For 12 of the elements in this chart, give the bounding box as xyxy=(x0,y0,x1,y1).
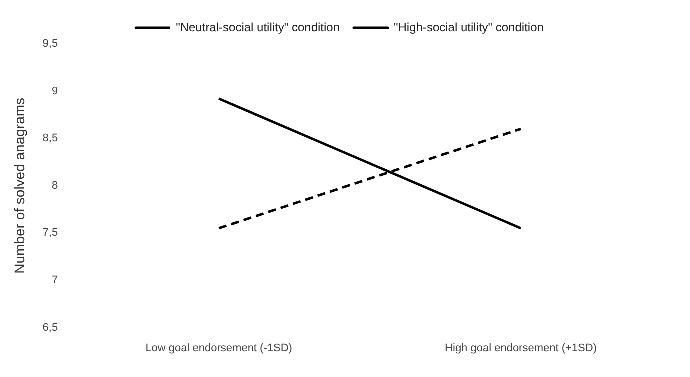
legend-label: "Neutral-social utility" condition xyxy=(176,20,340,34)
y-tick-label: 8 xyxy=(52,180,58,192)
x-tick-label: Low goal endorsement (-1SD) xyxy=(146,342,292,354)
legend-label: "High-social utility" condition xyxy=(394,20,544,34)
y-axis-title: Number of solved anagrams xyxy=(11,98,28,274)
y-tick-label: 7 xyxy=(52,274,58,287)
y-tick-label: 9,5 xyxy=(42,38,58,50)
x-tick-label: High goal endorsement (+1SD) xyxy=(445,342,597,354)
y-tick-label: 8,5 xyxy=(42,132,58,145)
y-tick-label: 9 xyxy=(52,85,58,98)
y-tick-label: 7,5 xyxy=(42,227,58,240)
y-tick-label: 6,5 xyxy=(42,322,58,334)
